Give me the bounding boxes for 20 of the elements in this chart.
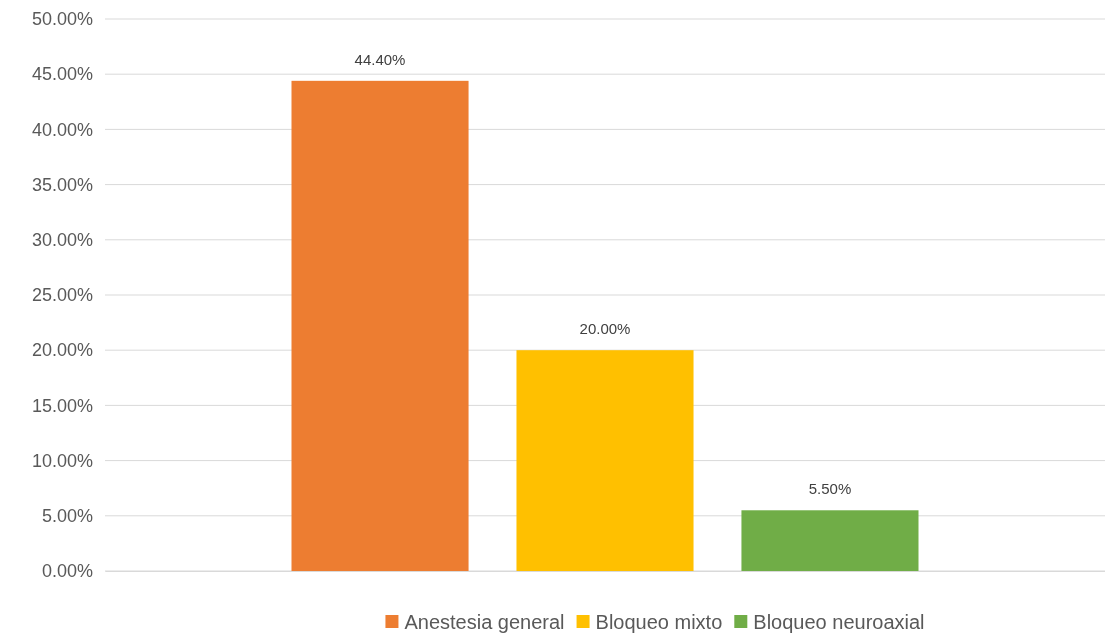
y-tick-label: 20.00% [31, 340, 93, 361]
data-label: 44.40% [354, 50, 406, 68]
y-tick-label: 15.00% [31, 395, 93, 416]
y-tick-label: 45.00% [31, 64, 93, 85]
y-tick-label: 10.00% [31, 450, 93, 471]
legend-label: Anestesia general [404, 611, 565, 633]
y-tick-label: 35.00% [31, 174, 93, 195]
bar [516, 350, 694, 571]
y-tick-label: 25.00% [31, 285, 93, 306]
y-tick-label: 5.00% [41, 506, 93, 527]
y-tick-label: 30.00% [31, 230, 93, 251]
bar [291, 80, 469, 571]
y-tick-label: 40.00% [31, 119, 93, 140]
data-label: 20.00% [579, 320, 631, 338]
bar [741, 510, 919, 571]
legend-label: Bloqueo mixto [595, 611, 723, 633]
data-label: 5.50% [808, 480, 852, 498]
y-tick-label: 0.00% [41, 561, 93, 582]
legend-label: Bloqueo neuroaxial [753, 611, 925, 633]
y-tick-label: 50.00% [31, 9, 93, 30]
